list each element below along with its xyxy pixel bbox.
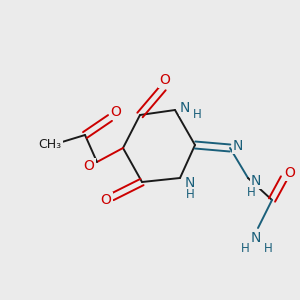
Text: H: H bbox=[186, 188, 194, 202]
Text: H: H bbox=[241, 242, 249, 254]
Text: H: H bbox=[264, 242, 272, 254]
Text: H: H bbox=[247, 187, 255, 200]
Text: H: H bbox=[193, 107, 201, 121]
Text: O: O bbox=[111, 105, 122, 119]
Text: N: N bbox=[233, 139, 243, 153]
Text: N: N bbox=[251, 174, 261, 188]
Text: N: N bbox=[251, 231, 261, 245]
Text: N: N bbox=[185, 176, 195, 190]
Text: O: O bbox=[100, 193, 111, 207]
Text: N: N bbox=[180, 101, 190, 115]
Text: O: O bbox=[285, 166, 296, 180]
Text: O: O bbox=[84, 159, 94, 173]
Text: CH₃: CH₃ bbox=[38, 137, 61, 151]
Text: O: O bbox=[160, 73, 170, 87]
